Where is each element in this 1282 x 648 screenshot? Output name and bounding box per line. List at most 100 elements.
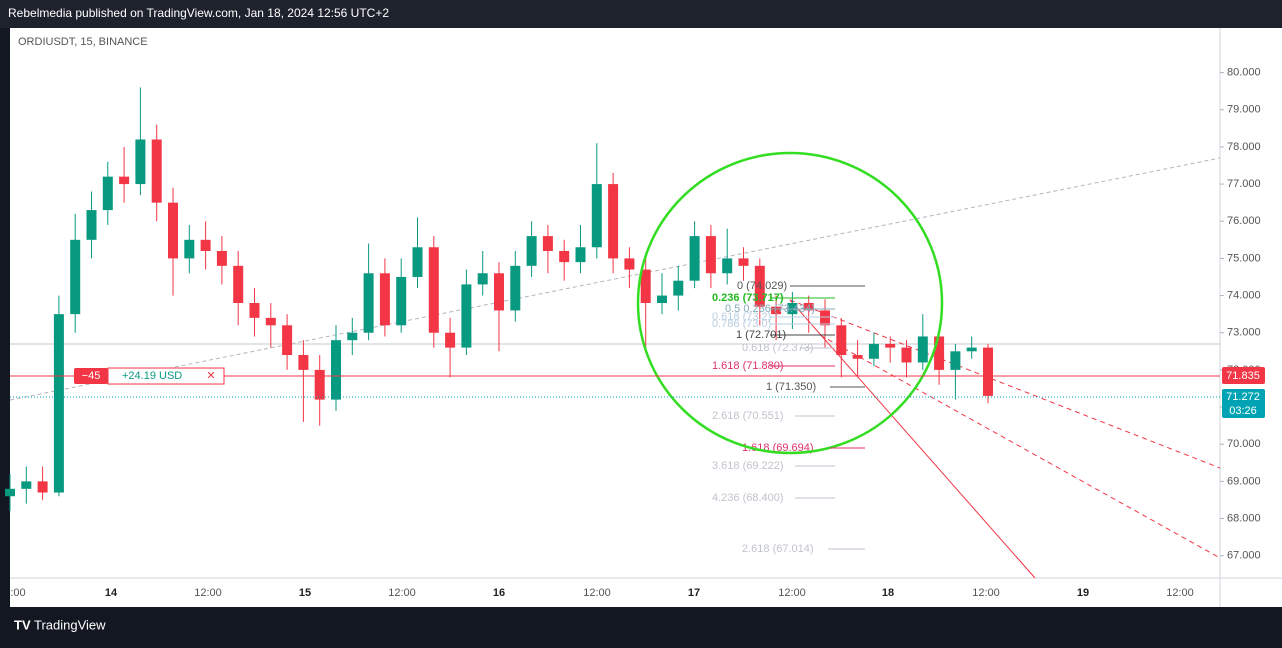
- fib-label: 4.236 (68.400): [712, 492, 784, 504]
- fib-labels: 0 (74.029)0.236 (73.717)0.5 0.236 (73.43…: [712, 280, 816, 555]
- candle-body: [314, 369, 325, 400]
- candle-body: [689, 236, 700, 281]
- candle-body: [575, 247, 586, 263]
- position-qty-box: [74, 368, 108, 385]
- candle-body: [657, 295, 667, 303]
- x-tick-label: 12:00: [972, 587, 1000, 599]
- fib-label: 0.786 (73.0): [712, 318, 771, 330]
- countdown: 03:26: [1229, 405, 1257, 417]
- candle-body: [5, 488, 15, 497]
- footer-bar: [0, 607, 1282, 643]
- candle-body: [151, 139, 162, 203]
- position-close[interactable]: ✕: [206, 370, 215, 382]
- fib-label: 3.618 (69.222): [712, 460, 784, 472]
- time-axis: [10, 578, 1220, 607]
- candle-body: [738, 258, 749, 266]
- candle-body: [771, 306, 782, 315]
- y-tick-label: 68.000: [1227, 512, 1261, 524]
- candle-body: [428, 247, 439, 333]
- candle-body: [591, 184, 602, 248]
- candle-body: [510, 265, 521, 311]
- position-qty: −45: [82, 370, 101, 382]
- y-tick-label: 76.000: [1227, 215, 1261, 227]
- x-tick-label: 17: [688, 587, 700, 599]
- candle-body: [852, 355, 863, 359]
- y-tick-label: 78.000: [1227, 141, 1261, 153]
- candle-body: [233, 265, 244, 303]
- candle-body: [298, 355, 309, 370]
- candle-body: [559, 250, 570, 263]
- candle-body: [184, 239, 195, 259]
- candle-body: [885, 343, 896, 348]
- candle-body: [331, 340, 341, 400]
- footer-brand: TradingView: [34, 617, 106, 632]
- candle-body: [102, 176, 113, 211]
- candle-body: [820, 310, 830, 326]
- candle-body: [542, 236, 553, 251]
- candle-body: [53, 314, 64, 493]
- x-tick-label: 12:00: [388, 587, 416, 599]
- x-tick-label: 18: [882, 587, 894, 599]
- y-tick-label: 67.000: [1227, 550, 1261, 562]
- candle-body: [705, 236, 716, 274]
- candle-body: [119, 176, 130, 185]
- fib-label: 0.618 (72.373): [742, 342, 814, 354]
- candle-body: [722, 258, 733, 274]
- last-price-label: 71.835: [1226, 370, 1260, 382]
- candle-body: [135, 139, 146, 185]
- candle-body: [396, 276, 407, 326]
- trend-line: [9, 157, 1221, 401]
- candle-body: [754, 265, 765, 307]
- candle-body: [673, 280, 684, 296]
- candle-body: [494, 273, 504, 311]
- x-tick-label: :00: [10, 587, 25, 599]
- x-tick-label: 12:00: [583, 587, 611, 599]
- fib-label: 0.5 0.236 (73.434): [725, 303, 815, 315]
- x-tick-label: 12:00: [778, 587, 806, 599]
- chart-pane: [10, 28, 1220, 578]
- y-tick-label: 77.000: [1227, 178, 1261, 190]
- candle-body: [624, 258, 635, 270]
- candle-body: [917, 336, 928, 363]
- candle-body: [70, 239, 81, 315]
- y-tick-label: 70.000: [1227, 438, 1261, 450]
- candle-body: [379, 273, 390, 326]
- candle-body: [640, 269, 651, 303]
- fib-label: 1 (71.350): [766, 381, 816, 393]
- candle-body: [836, 325, 847, 356]
- fib-label: 0 (74.029): [737, 280, 787, 292]
- candle-body: [282, 325, 293, 356]
- candle-body: [412, 247, 423, 277]
- position-pnl-box: [107, 367, 225, 385]
- fib-label: 0.618 (73.2): [712, 311, 771, 323]
- candle-body: [868, 343, 879, 359]
- last-price-tag: [1222, 367, 1265, 385]
- position-pnl: +24.19 USD: [122, 370, 182, 382]
- fib-label: 1 (72.701): [736, 329, 786, 341]
- fib-label: 1.618 (71.880): [712, 360, 784, 372]
- candle-body: [363, 273, 374, 333]
- trend-line: [789, 299, 1221, 469]
- candle-body: [950, 351, 961, 370]
- x-tick-label: 16: [493, 587, 505, 599]
- x-tick-label: 14: [105, 587, 118, 599]
- x-tick-label: 19: [1077, 587, 1089, 599]
- x-tick-label: 15: [299, 587, 311, 599]
- candle-body: [477, 273, 488, 285]
- candle-body: [461, 284, 472, 348]
- candle-body: [86, 210, 97, 240]
- fib-label: 2.618 (70.551): [712, 410, 784, 422]
- mark-price-tag: [1222, 388, 1265, 418]
- highlight-circle: [636, 151, 944, 455]
- price-axis: [1220, 28, 1282, 607]
- fib-label: 0.236 (73.717): [712, 292, 784, 304]
- y-tick-label: 69.000: [1227, 475, 1261, 487]
- y-tick-label: 80.000: [1227, 67, 1261, 79]
- y-tick-label: 74.000: [1227, 289, 1261, 301]
- candle-body: [265, 317, 276, 326]
- candle-body: [966, 347, 977, 352]
- x-tick-label: 12:00: [194, 587, 222, 599]
- candle-body: [347, 332, 358, 341]
- y-tick-label: 75.000: [1227, 252, 1261, 264]
